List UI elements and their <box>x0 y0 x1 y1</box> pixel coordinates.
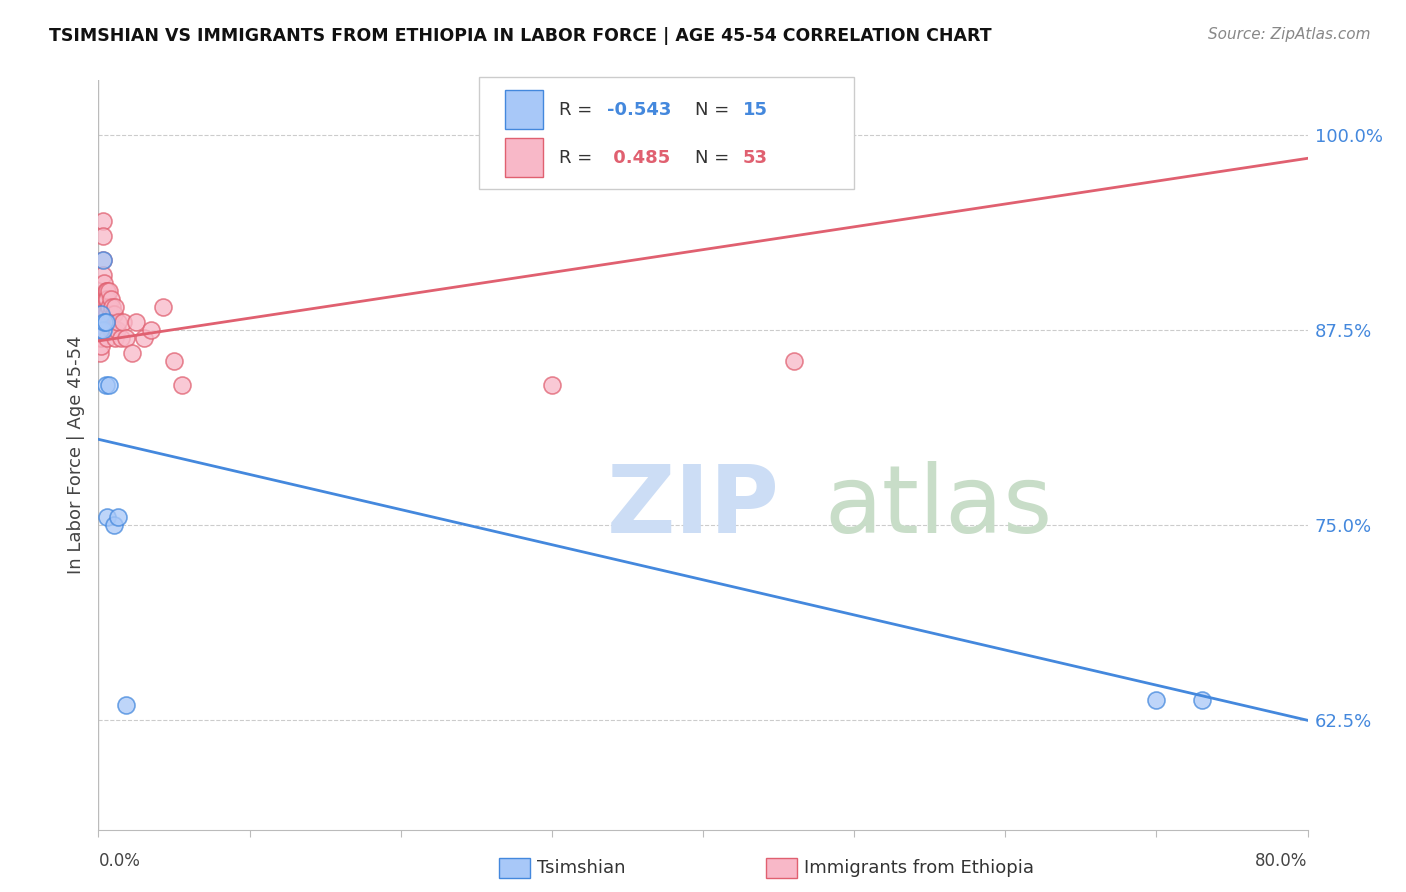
Point <box>540 377 562 392</box>
Point <box>94 284 117 298</box>
Point <box>1191 693 1213 707</box>
Point <box>163 354 186 368</box>
Text: ZIP: ZIP <box>606 461 779 553</box>
Point <box>94 307 117 321</box>
Point <box>783 354 806 368</box>
Point <box>91 252 114 267</box>
Point <box>98 377 121 392</box>
Point <box>152 300 174 314</box>
Point <box>91 252 114 267</box>
Point <box>105 323 128 337</box>
FancyBboxPatch shape <box>505 138 543 178</box>
Point <box>94 323 117 337</box>
Point <box>90 323 112 337</box>
Point <box>93 307 115 321</box>
Point <box>93 276 115 290</box>
Point <box>101 323 124 337</box>
Point <box>107 510 129 524</box>
Text: R =: R = <box>560 149 598 167</box>
Point <box>110 331 132 345</box>
Point <box>111 315 134 329</box>
Point <box>141 323 163 337</box>
Text: 53: 53 <box>742 149 768 167</box>
Point <box>89 315 111 329</box>
Point <box>98 300 121 314</box>
Point <box>93 315 115 329</box>
Point <box>90 338 112 352</box>
Text: Tsimshian: Tsimshian <box>537 859 626 877</box>
Point <box>121 346 143 360</box>
Y-axis label: In Labor Force | Age 45-54: In Labor Force | Age 45-54 <box>66 335 84 574</box>
Point <box>96 315 118 329</box>
Point <box>93 323 115 337</box>
Point <box>94 377 117 392</box>
Text: -0.543: -0.543 <box>607 101 672 119</box>
Point <box>90 331 112 345</box>
Point <box>91 307 114 321</box>
Text: R =: R = <box>560 101 598 119</box>
Point <box>90 307 112 321</box>
Point <box>103 323 125 337</box>
Point <box>94 292 117 306</box>
Point <box>91 213 114 227</box>
FancyBboxPatch shape <box>479 77 855 189</box>
Point <box>114 331 136 345</box>
Point <box>89 323 111 337</box>
Point <box>98 284 121 298</box>
Point <box>104 300 127 314</box>
Point <box>91 268 114 283</box>
Point <box>91 292 114 306</box>
Point <box>93 292 115 306</box>
Point <box>90 315 112 329</box>
Text: Source: ZipAtlas.com: Source: ZipAtlas.com <box>1208 27 1371 42</box>
Text: 80.0%: 80.0% <box>1256 852 1308 870</box>
Point <box>89 323 111 337</box>
Point <box>107 315 129 329</box>
Point <box>103 518 125 533</box>
Point <box>91 323 114 337</box>
Point <box>103 307 125 321</box>
Point <box>94 315 117 329</box>
Text: atlas: atlas <box>824 461 1052 553</box>
Text: TSIMSHIAN VS IMMIGRANTS FROM ETHIOPIA IN LABOR FORCE | AGE 45-54 CORRELATION CHA: TSIMSHIAN VS IMMIGRANTS FROM ETHIOPIA IN… <box>49 27 991 45</box>
Text: 15: 15 <box>742 101 768 119</box>
Point <box>96 331 118 345</box>
Point <box>89 331 111 345</box>
Point <box>132 331 155 345</box>
Point <box>91 229 114 244</box>
Point <box>104 331 127 345</box>
Point <box>101 300 124 314</box>
Text: N =: N = <box>695 101 734 119</box>
Point <box>96 292 118 306</box>
Point <box>125 315 148 329</box>
Point <box>100 292 122 306</box>
Point <box>89 346 111 360</box>
Text: 0.485: 0.485 <box>607 149 671 167</box>
Point <box>1144 693 1167 707</box>
Text: 0.0%: 0.0% <box>98 852 141 870</box>
Point <box>100 307 122 321</box>
FancyBboxPatch shape <box>505 90 543 129</box>
Point <box>96 510 118 524</box>
Point <box>170 377 193 392</box>
Point <box>98 315 121 329</box>
Point <box>96 307 118 321</box>
Point <box>100 323 122 337</box>
Text: Immigrants from Ethiopia: Immigrants from Ethiopia <box>804 859 1035 877</box>
Text: N =: N = <box>695 149 734 167</box>
Point <box>96 284 118 298</box>
Point <box>114 698 136 712</box>
